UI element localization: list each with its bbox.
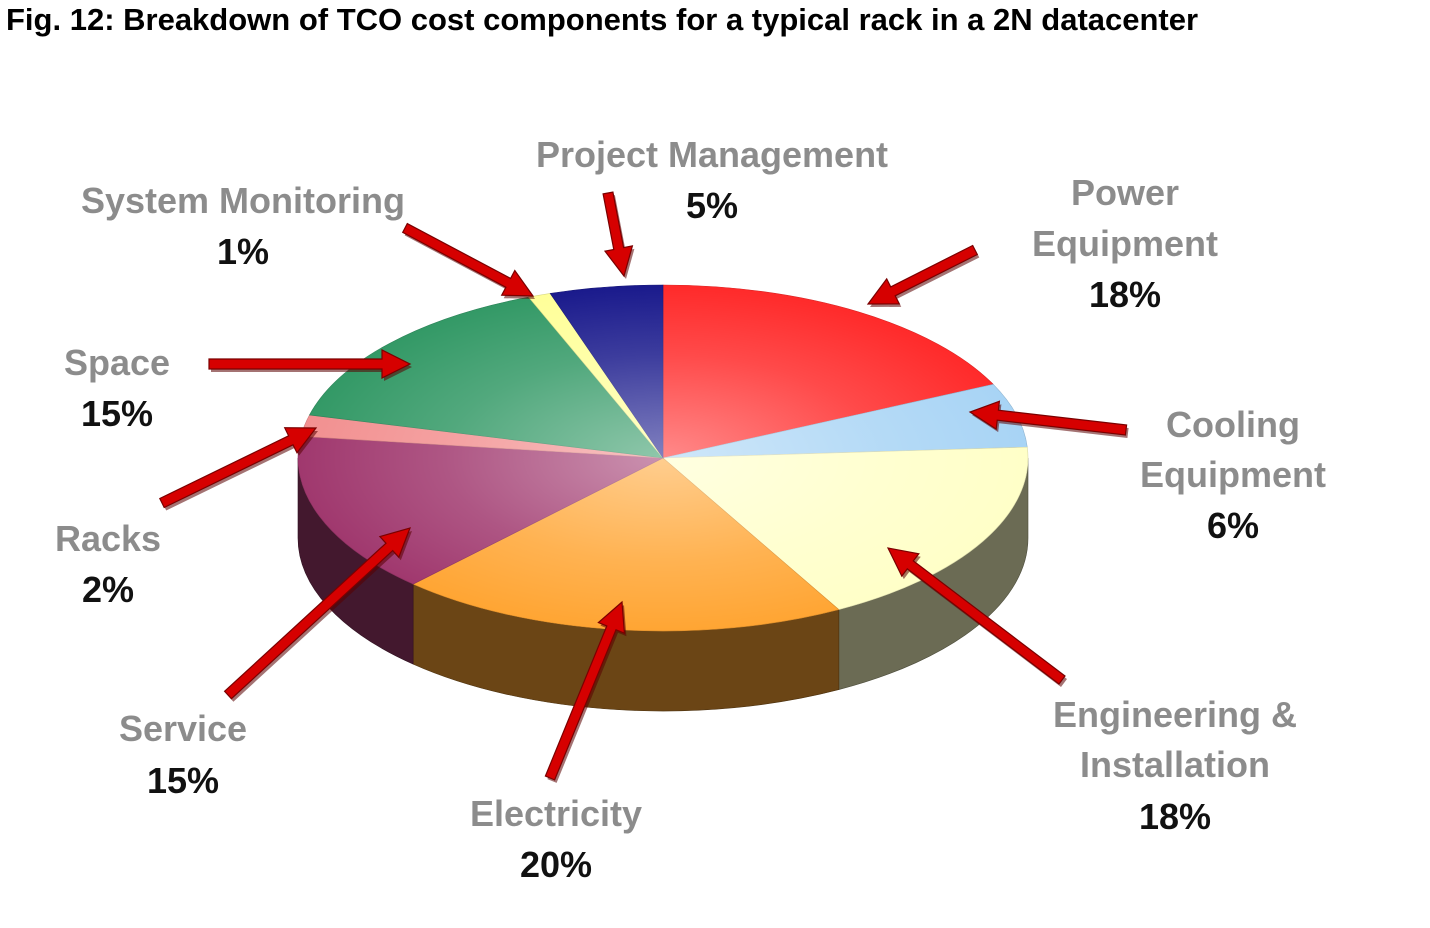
value-label-project-management: 5% <box>686 185 738 226</box>
arrow-electricity <box>544 600 627 783</box>
arrow-space <box>208 349 412 381</box>
label-system-monitoring: System Monitoring <box>81 180 405 221</box>
value-label-service: 15% <box>147 760 219 801</box>
value-label-electricity: 20% <box>520 844 592 885</box>
pie-highlight <box>298 285 1028 631</box>
value-label-power-equipment: 18% <box>1089 274 1161 315</box>
value-label-cooling-equipment: 6% <box>1207 505 1259 546</box>
arrow-project-management <box>602 191 635 279</box>
pointer-arrows <box>158 191 1129 783</box>
label-cooling-equipment-line-1: Cooling <box>1166 404 1300 445</box>
arrow-system-monitoring <box>401 222 535 299</box>
arrow-cooling-equipment <box>968 400 1129 438</box>
value-label-racks: 2% <box>82 569 134 610</box>
label-service: Service <box>119 708 247 749</box>
label-engineering-and-installation-line-1: Engineering & <box>1053 694 1297 735</box>
arrow-engineering-and-installation <box>886 547 1067 687</box>
arrow-service <box>223 527 412 702</box>
arrow-racks <box>158 427 318 511</box>
slice-labels: Power Equipment 18% Cooling Equipment 6% Engin… <box>55 134 1326 885</box>
label-racks: Racks <box>55 518 161 559</box>
value-label-space: 15% <box>81 393 153 434</box>
value-label-system-monitoring: 1% <box>217 231 269 272</box>
value-label-engineering-and-installation: 18% <box>1139 796 1211 837</box>
label-power-equipment-line-2: Equipment <box>1032 223 1218 264</box>
label-engineering-and-installation-line-2: Installation <box>1080 744 1270 785</box>
pie-top <box>297 284 1029 632</box>
chart-title: Fig. 12: Breakdown of TCO cost component… <box>6 2 1199 37</box>
label-power-equipment-line-1: Power <box>1071 172 1179 213</box>
label-project-management: Project Management <box>536 134 888 175</box>
label-space: Space <box>64 342 170 383</box>
label-cooling-equipment-line-2: Equipment <box>1140 454 1326 495</box>
label-electricity: Electricity <box>470 793 642 834</box>
arrow-power-equipment <box>866 244 980 307</box>
